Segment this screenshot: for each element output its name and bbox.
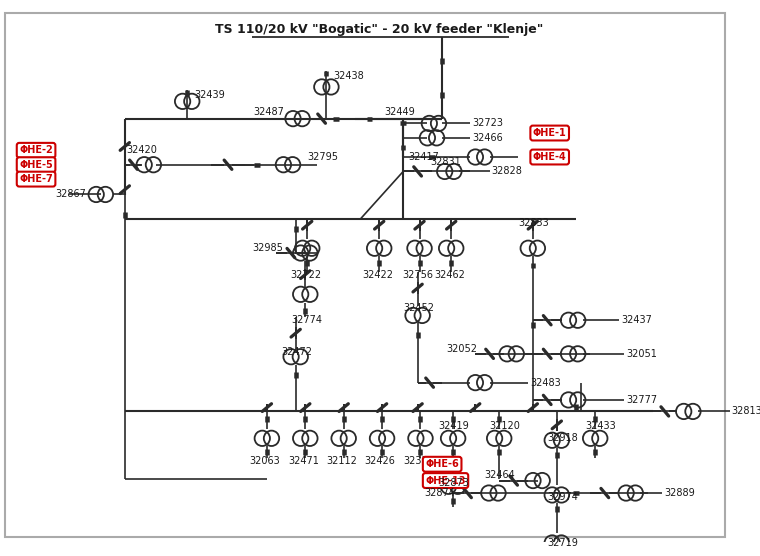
Text: 32774: 32774 — [291, 315, 322, 325]
Text: 32795: 32795 — [307, 152, 338, 162]
Text: 32452: 32452 — [404, 303, 434, 313]
Text: 32422: 32422 — [362, 270, 393, 280]
Text: 32813: 32813 — [732, 406, 760, 416]
Text: ΦНЕ-7: ΦНЕ-7 — [19, 174, 53, 184]
Text: 32449: 32449 — [384, 107, 415, 117]
Text: 32466: 32466 — [472, 133, 503, 143]
Text: 32112: 32112 — [326, 456, 357, 466]
Text: 32756: 32756 — [402, 270, 433, 280]
Text: 32483: 32483 — [530, 378, 561, 388]
Text: 32417: 32417 — [408, 152, 439, 162]
Text: 32722: 32722 — [290, 270, 321, 280]
Text: 32419: 32419 — [439, 421, 470, 431]
Text: 32063: 32063 — [249, 456, 280, 466]
Text: 32719: 32719 — [547, 538, 578, 548]
Text: 32052: 32052 — [446, 344, 477, 354]
Text: 32329: 32329 — [404, 456, 434, 466]
Text: 32873: 32873 — [439, 478, 470, 488]
Text: 32889: 32889 — [664, 488, 695, 498]
Text: 32120: 32120 — [489, 421, 521, 431]
Text: 32918: 32918 — [547, 433, 578, 443]
Text: 32051: 32051 — [626, 349, 657, 359]
Text: 32831: 32831 — [430, 157, 461, 167]
Text: 32420: 32420 — [127, 145, 157, 155]
Text: 32462: 32462 — [434, 270, 465, 280]
Text: ΦНЕ-4: ΦНЕ-4 — [533, 152, 566, 162]
Text: 32985: 32985 — [252, 243, 283, 253]
Text: 32439: 32439 — [194, 90, 225, 100]
Text: 32833: 32833 — [518, 219, 549, 229]
Text: ΦНЕ-13: ΦНЕ-13 — [426, 475, 466, 485]
Text: 32974: 32974 — [547, 492, 578, 502]
Text: 32437: 32437 — [621, 315, 652, 325]
Text: TS 110/20 kV "Bogatic" - 20 kV feeder "Klenje": TS 110/20 kV "Bogatic" - 20 kV feeder "K… — [215, 23, 543, 36]
Text: 32874: 32874 — [424, 488, 455, 498]
FancyBboxPatch shape — [5, 13, 725, 537]
Text: 32828: 32828 — [492, 166, 522, 176]
Text: ΦНЕ-1: ΦНЕ-1 — [533, 128, 566, 138]
Text: 32723: 32723 — [472, 118, 503, 128]
Text: 32472: 32472 — [281, 347, 312, 357]
Text: ΦНЕ-5: ΦНЕ-5 — [19, 160, 53, 170]
Text: 32487: 32487 — [253, 107, 284, 117]
Text: 32777: 32777 — [626, 395, 657, 405]
Text: ΦНЕ-6: ΦНЕ-6 — [426, 459, 459, 469]
Text: 32464: 32464 — [485, 470, 515, 480]
Text: 32438: 32438 — [333, 71, 364, 81]
Text: 32867: 32867 — [55, 190, 87, 200]
Text: 32433: 32433 — [586, 421, 616, 431]
Text: ΦНЕ-2: ΦНЕ-2 — [19, 145, 53, 155]
Text: 32426: 32426 — [365, 456, 396, 466]
Text: 32471: 32471 — [288, 456, 319, 466]
